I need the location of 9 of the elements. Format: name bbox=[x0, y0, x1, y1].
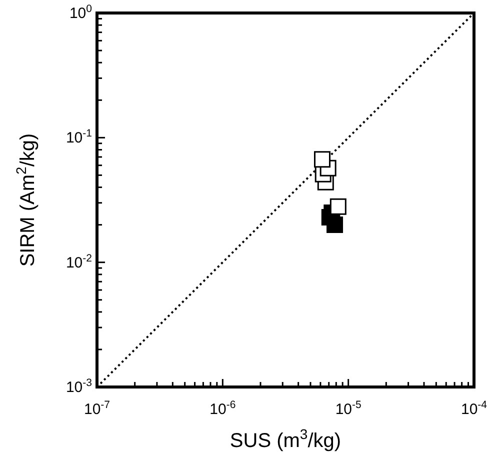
x-tick-label: 10$^{-4}$ bbox=[460, 399, 488, 418]
x-tick-label: 10$^{-7}$ bbox=[84, 399, 110, 418]
x-tick-label: 10$^{-5}$ bbox=[335, 399, 362, 418]
x-tick-label: 10$^{-6}$ bbox=[210, 399, 236, 418]
x-axis-title: SUS (m$^{3}$/kg) bbox=[230, 426, 342, 452]
y-tick-label: 10$^{-3}$ bbox=[66, 377, 92, 396]
y-tick-label: 10$^{-2}$ bbox=[66, 252, 92, 272]
y-tick-label: 10$^{-1}$ bbox=[66, 128, 92, 147]
y-tick-label: 10$^{0}$ bbox=[69, 3, 92, 22]
